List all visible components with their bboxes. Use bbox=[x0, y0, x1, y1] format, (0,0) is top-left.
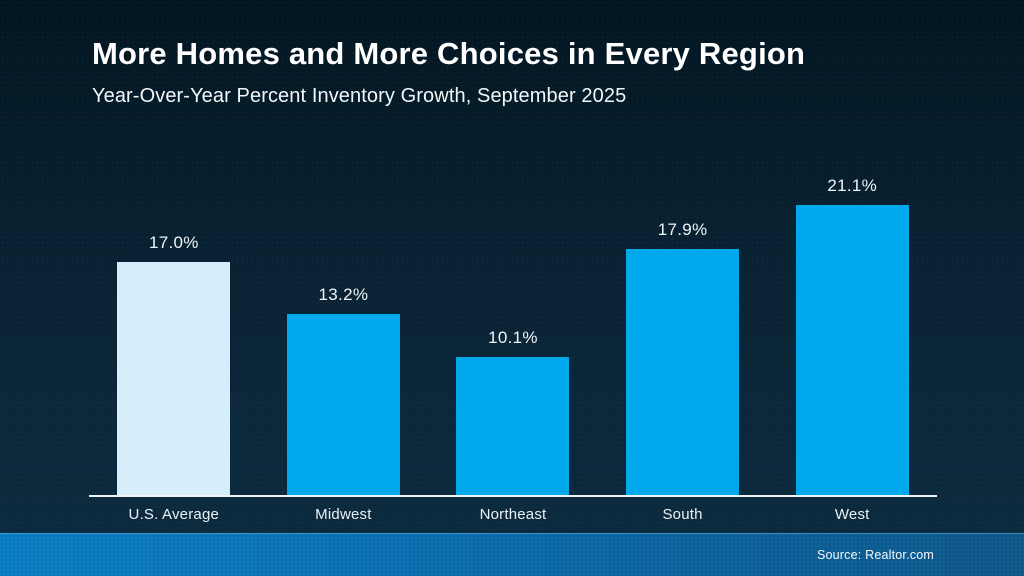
bar-value-label: 21.1% bbox=[827, 176, 878, 196]
footer-bar: Source: Realtor.com bbox=[0, 533, 1024, 576]
bar bbox=[795, 205, 909, 497]
bar-column: 17.0% bbox=[89, 165, 259, 497]
x-axis-label: U.S. Average bbox=[128, 506, 220, 523]
bar bbox=[117, 261, 231, 497]
bar-column: 13.2% bbox=[259, 165, 429, 497]
bar-column: 17.9% bbox=[598, 165, 768, 497]
bar-chart: 17.0% 13.2% 10.1% 17.9% 21.1% U.S. Average Mi… bbox=[89, 165, 937, 525]
bar-column: 10.1% bbox=[428, 165, 598, 497]
x-axis-label: West bbox=[834, 506, 870, 523]
x-axis-label: South bbox=[662, 506, 703, 523]
x-axis-label: Midwest bbox=[315, 506, 372, 523]
source-text: Source: Realtor.com bbox=[816, 548, 934, 562]
bar bbox=[286, 314, 400, 497]
bar-value-label: 13.2% bbox=[318, 285, 369, 305]
bar-column: 21.1% bbox=[767, 165, 937, 497]
plot-area: 17.0% 13.2% 10.1% 17.9% 21.1% bbox=[89, 165, 937, 497]
x-axis-label: Northeast bbox=[479, 506, 547, 523]
slide-header: More Homes and More Choices in Every Reg… bbox=[92, 36, 805, 108]
bar-value-label: 10.1% bbox=[488, 328, 538, 348]
x-axis-labels: U.S. Average Midwest Northeast South West bbox=[89, 506, 937, 523]
bar bbox=[456, 357, 570, 497]
x-axis-line bbox=[89, 495, 937, 497]
bar-value-label: 17.9% bbox=[657, 220, 708, 240]
page-title: More Homes and More Choices in Every Reg… bbox=[92, 36, 806, 71]
bar bbox=[626, 249, 740, 497]
bar-value-label: 17.0% bbox=[148, 232, 199, 252]
page-subtitle: Year-Over-Year Percent Inventory Growth,… bbox=[92, 84, 627, 107]
